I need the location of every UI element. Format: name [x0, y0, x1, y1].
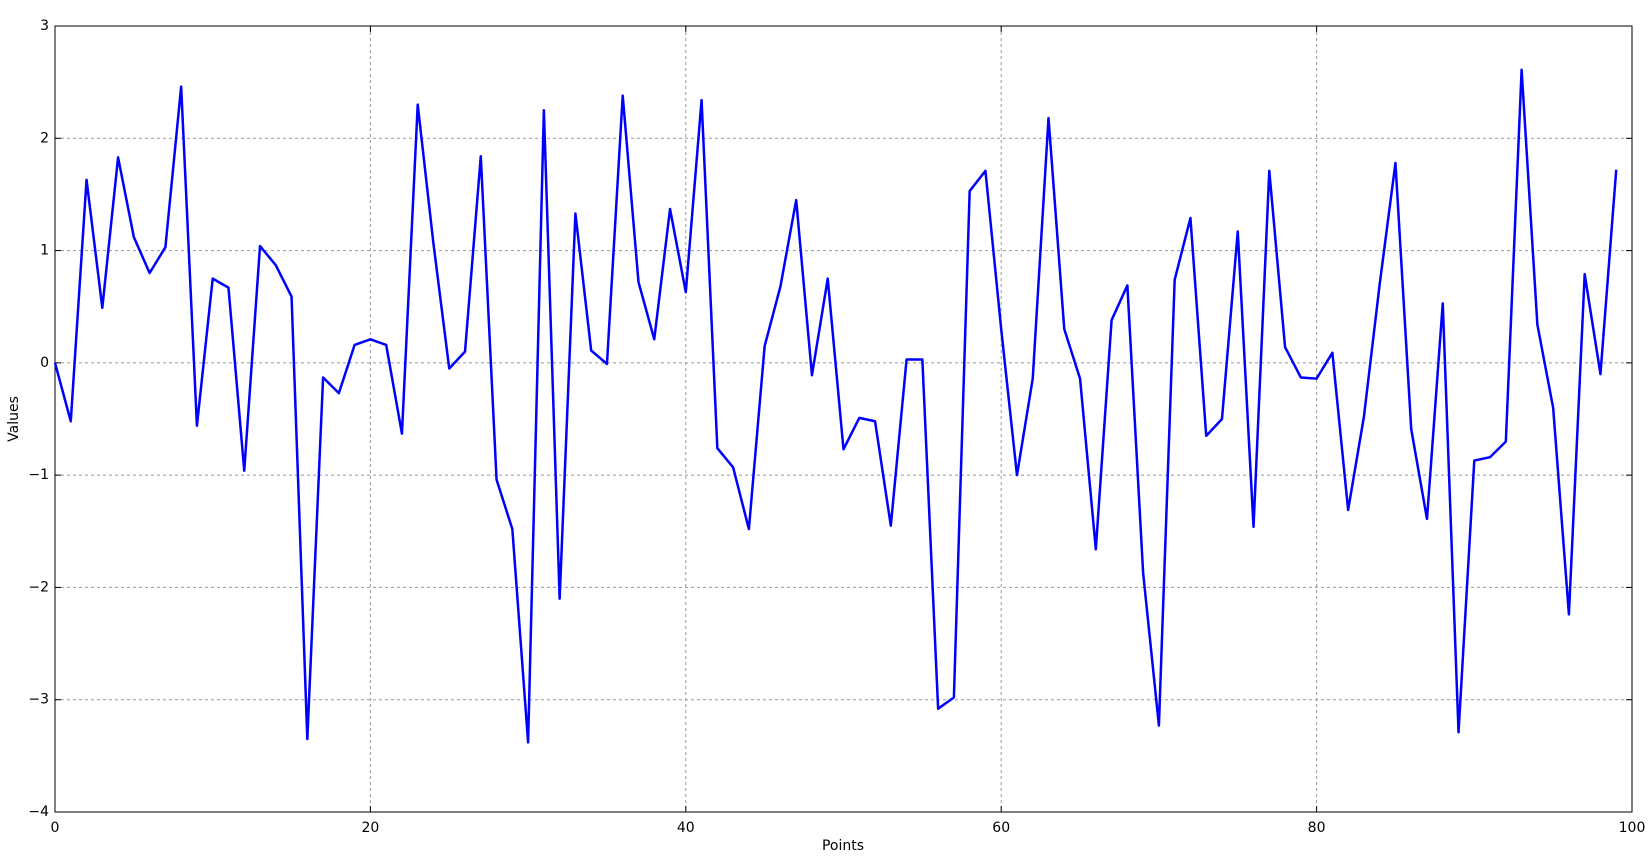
y-tick-label: 0 [40, 355, 49, 371]
x-tick-label: 80 [1308, 820, 1326, 836]
y-tick-label: 1 [40, 243, 49, 259]
x-tick-label: 100 [1619, 820, 1646, 836]
y-tick-label: 3 [40, 18, 49, 34]
y-tick-label: −4 [28, 804, 49, 820]
x-tick-label: 40 [677, 820, 695, 836]
x-tick-label: 20 [361, 820, 379, 836]
data-line [53, 68, 1618, 744]
y-tick-label: −3 [28, 692, 49, 708]
y-tick-label: 2 [40, 130, 49, 146]
y-axis-label: Values [6, 396, 22, 442]
plot-frame [54, 25, 1633, 813]
y-tick-label: −1 [28, 467, 49, 483]
x-tick-label: 60 [992, 820, 1010, 836]
x-axis-label: Points [822, 838, 864, 854]
y-tick-label: −2 [28, 579, 49, 595]
x-tick-label: 0 [51, 820, 60, 836]
